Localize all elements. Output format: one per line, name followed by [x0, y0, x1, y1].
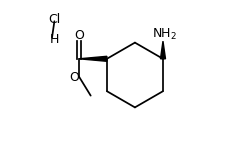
- Text: NH$_2$: NH$_2$: [152, 27, 177, 42]
- Polygon shape: [79, 56, 107, 61]
- Text: O: O: [69, 71, 79, 84]
- Text: O: O: [74, 29, 84, 42]
- Text: H: H: [50, 33, 59, 46]
- Polygon shape: [160, 41, 165, 59]
- Text: Cl: Cl: [48, 13, 60, 26]
